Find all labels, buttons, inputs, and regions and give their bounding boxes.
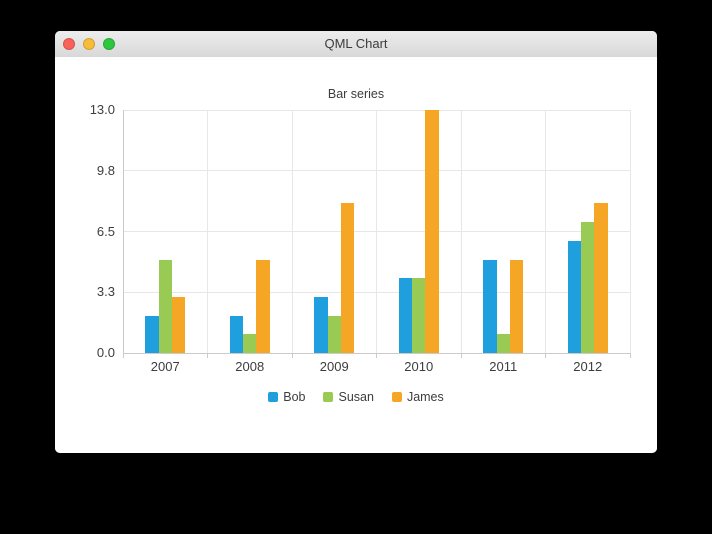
window-controls (63, 38, 115, 50)
legend-item-susan: Susan (323, 390, 374, 404)
x-axis-tick (376, 353, 377, 358)
legend-marker-icon (268, 392, 279, 402)
bar-susan-2011 (496, 334, 510, 353)
x-axis-category-label: 2009 (319, 359, 349, 374)
legend-label: Bob (283, 390, 306, 404)
y-axis-tick-label: 6.5 (96, 223, 115, 239)
legend-item-bob: Bob (268, 390, 305, 404)
x-axis-category-label: 2010 (404, 359, 434, 374)
x-axis-category-label: 2008 (235, 359, 265, 374)
bar-susan-2012 (581, 222, 595, 353)
close-button[interactable] (63, 38, 75, 50)
x-axis-tick (207, 353, 208, 358)
bar-susan-2008 (243, 334, 257, 353)
v-gridline (460, 110, 462, 353)
bar-bob-2012 (567, 240, 582, 353)
chart-title: Bar series (327, 87, 385, 101)
zoom-button[interactable] (103, 38, 115, 50)
legend-item-james: James (391, 390, 444, 404)
v-gridline (629, 110, 631, 353)
chart-legend: Bob Susan James (55, 390, 657, 404)
window-titlebar[interactable]: QML Chart (55, 31, 657, 58)
x-axis-tick (460, 353, 462, 358)
bar-bob-2010 (398, 278, 413, 353)
bar-james-2010 (425, 110, 439, 353)
bar-james-2007 (171, 296, 186, 353)
v-gridline (376, 110, 377, 353)
bar-bob-2008 (229, 315, 244, 353)
y-axis-line (122, 110, 124, 358)
legend-marker-icon (391, 392, 402, 402)
x-axis-category-label: 2012 (573, 359, 603, 374)
bar-susan-2009 (327, 315, 341, 353)
x-axis-tick (291, 353, 293, 358)
y-axis-tick-label: 9.8 (96, 162, 115, 178)
bar-bob-2009 (314, 296, 328, 353)
x-axis-tick (545, 353, 546, 358)
bar-susan-2007 (158, 259, 172, 353)
bar-james-2011 (509, 259, 524, 353)
bar-bob-2011 (483, 259, 497, 353)
legend-marker-icon (323, 392, 334, 402)
x-axis-line (123, 352, 630, 354)
bar-james-2008 (256, 259, 270, 353)
bar-james-2009 (340, 203, 355, 353)
x-axis-category-label: 2011 (489, 359, 518, 374)
bar-james-2012 (594, 203, 608, 353)
v-gridline (545, 110, 546, 353)
window-title: QML Chart (324, 36, 388, 51)
minimize-button[interactable] (83, 38, 95, 50)
v-gridline (291, 110, 293, 353)
x-axis-category-label: 2007 (150, 359, 180, 374)
bar-susan-2010 (412, 278, 426, 353)
y-axis-tick-label: 0.0 (96, 345, 115, 360)
qml-chart-window: QML Chart Bar series Bob Susan James 0.0 3.… (55, 31, 657, 453)
v-gridline (207, 110, 208, 353)
bar-bob-2007 (145, 315, 159, 353)
x-axis-tick (629, 353, 631, 358)
legend-label: James (406, 390, 444, 404)
y-axis-tick-label: 13.0 (89, 102, 115, 117)
legend-label: Susan (338, 390, 374, 404)
bar-chart: Bar series Bob Susan James 0.0 3.3 6.5 9.8 13.… (55, 57, 657, 453)
y-axis-tick-label: 3.3 (96, 284, 115, 300)
